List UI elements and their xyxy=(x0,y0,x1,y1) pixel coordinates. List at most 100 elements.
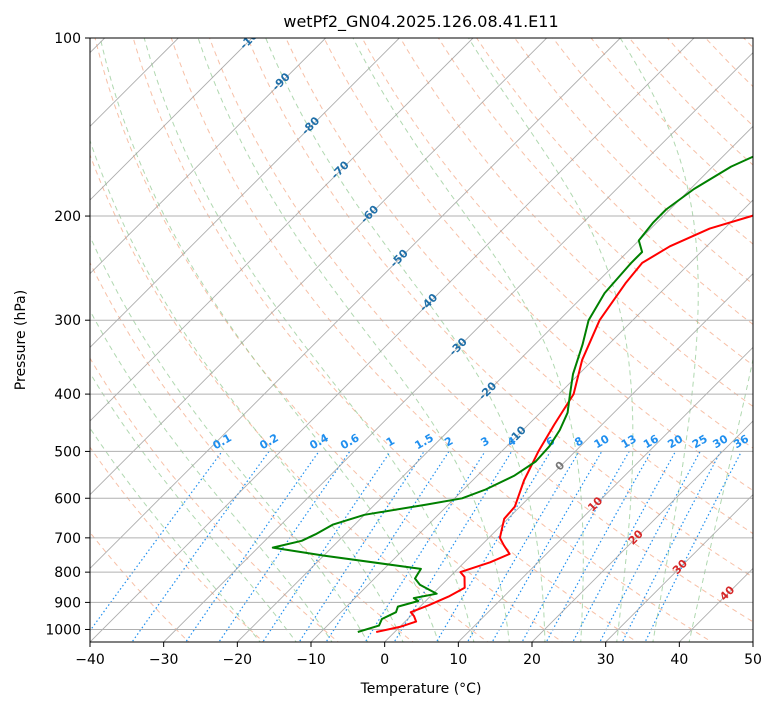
mixing-ratio-line xyxy=(325,451,450,642)
dry-adiabat-line xyxy=(90,153,489,642)
moist-adiabat-line xyxy=(468,38,634,642)
dry-adiabat-line xyxy=(132,38,638,642)
mixing-ratio-label: 1.5 xyxy=(412,431,435,452)
dewpoint-profile-line xyxy=(271,155,753,633)
y-tick-label: 300 xyxy=(54,313,81,329)
dry-adiabat-line xyxy=(399,38,753,408)
y-tick-label: 800 xyxy=(54,565,81,581)
mixing-ratio-line xyxy=(298,451,425,642)
isotherm-line xyxy=(237,125,753,642)
moist-adiabat-line xyxy=(90,235,369,642)
isotherm-label: -60 xyxy=(358,202,381,225)
temperature-profile-line xyxy=(375,214,753,633)
moist-adiabat-line xyxy=(688,356,753,642)
background-lines xyxy=(90,25,775,645)
mixing-ratio-label: 2 xyxy=(442,434,455,449)
x-tick-label: −10 xyxy=(296,652,326,668)
isotherm-label: -30 xyxy=(447,335,470,358)
x-tick-label: −20 xyxy=(223,652,253,668)
dry-adiabat-line xyxy=(704,38,753,88)
x-tick-label: −30 xyxy=(149,652,179,668)
isotherm-line xyxy=(90,38,621,569)
mixing-ratio-label: 36 xyxy=(731,432,751,451)
isotherm-line xyxy=(679,567,753,642)
mixing-ratio-label: 25 xyxy=(690,432,710,451)
dry-adiabat-line xyxy=(90,261,414,642)
x-tick-label: 40 xyxy=(670,652,688,668)
dry-adiabat-line xyxy=(90,446,265,642)
moist-adiabat-line xyxy=(265,38,546,642)
isotherm-line xyxy=(90,38,326,275)
moist-adiabat-line xyxy=(90,372,297,642)
dry-adiabat-line xyxy=(170,38,713,642)
dry-adiabat-line xyxy=(514,38,753,285)
isotherm-label: -50 xyxy=(388,247,411,270)
isotherm-label: 40 xyxy=(717,583,737,603)
mixing-ratio-line xyxy=(393,451,513,642)
isotherm-line xyxy=(90,38,547,496)
moist-adiabat-line xyxy=(90,139,404,642)
y-tick-label: 1000 xyxy=(45,622,81,638)
mixing-ratio-label: 8 xyxy=(572,434,585,449)
mixing-ratio-line xyxy=(185,451,320,642)
dry-adiabat-line xyxy=(361,38,753,449)
isotherm-line xyxy=(531,420,753,642)
mixing-ratio-label: 3 xyxy=(478,434,491,449)
mixing-ratio-label: 0.4 xyxy=(307,431,331,452)
isotherm-label: -80 xyxy=(299,114,322,137)
mixing-ratio-label: 13 xyxy=(619,432,639,451)
moist-adiabat-line xyxy=(143,38,475,642)
y-axis-title: Pressure (hPa) xyxy=(13,290,29,390)
chart-title: wetPf2_GN04.2025.126.08.41.E11 xyxy=(283,12,558,32)
isotherm-line xyxy=(90,38,253,201)
isotherm-label: 20 xyxy=(626,527,646,547)
mixing-ratio-line xyxy=(545,451,652,642)
moist-adiabat-line xyxy=(352,38,584,642)
y-tick-label: 200 xyxy=(54,209,81,225)
dry-adiabat-line xyxy=(437,38,753,366)
y-tick-label: 400 xyxy=(54,387,81,403)
y-tick-label: 600 xyxy=(54,491,81,507)
y-tick-label: 700 xyxy=(54,531,81,547)
x-tick-label: 30 xyxy=(597,652,615,668)
mixing-ratio-label: 10 xyxy=(592,432,612,451)
moist-adiabat-line xyxy=(90,427,261,642)
mixing-ratio-label: 16 xyxy=(641,432,661,451)
mixing-ratio-line xyxy=(218,451,351,642)
mixing-ratio-label: 1 xyxy=(384,434,397,449)
x-axis: −40 −30 −20 −10 0 10 20 30 40 50 xyxy=(75,642,762,668)
y-tick-label: 900 xyxy=(54,595,81,611)
isotherm-line xyxy=(90,38,474,422)
x-tick-label: 10 xyxy=(449,652,467,668)
isotherm-label: -40 xyxy=(417,291,440,314)
moist-adiabat-line xyxy=(90,309,333,642)
mixing-ratio-line xyxy=(90,451,223,632)
y-tick-label: 100 xyxy=(54,31,81,47)
isotherm-label: -70 xyxy=(329,158,352,181)
mixing-ratio-label: 30 xyxy=(710,432,730,451)
mixing-ratio-line xyxy=(131,451,270,642)
mixing-ratio-label: 0.2 xyxy=(257,431,280,452)
dry-adiabat-line xyxy=(590,38,753,206)
plot-frame xyxy=(89,37,754,643)
isotherm-line xyxy=(458,346,753,642)
mixing-ratio-label: 0.6 xyxy=(338,431,362,452)
x-axis-title: Temperature (°C) xyxy=(360,681,482,697)
mixing-ratio-label: 20 xyxy=(665,432,685,451)
profile-series xyxy=(271,155,753,633)
dry-adiabat-line xyxy=(666,38,753,127)
y-tick-label: 500 xyxy=(54,444,81,460)
dry-adiabat-line xyxy=(285,38,753,535)
x-tick-label: 0 xyxy=(380,652,389,668)
dry-adiabat-line xyxy=(208,38,753,623)
x-tick-label: −40 xyxy=(75,652,105,668)
y-axis: 100 200 300 400 500 600 700 800 900 1000 xyxy=(45,31,90,638)
dry-adiabat-line xyxy=(769,25,775,645)
dry-adiabat-line xyxy=(476,38,753,326)
mixing-ratio-line xyxy=(364,451,486,642)
mixing-ratio-line xyxy=(621,451,722,642)
isotherm-label: 30 xyxy=(670,557,690,577)
x-tick-label: 50 xyxy=(744,652,762,668)
isotherm-label: -20 xyxy=(476,379,499,402)
